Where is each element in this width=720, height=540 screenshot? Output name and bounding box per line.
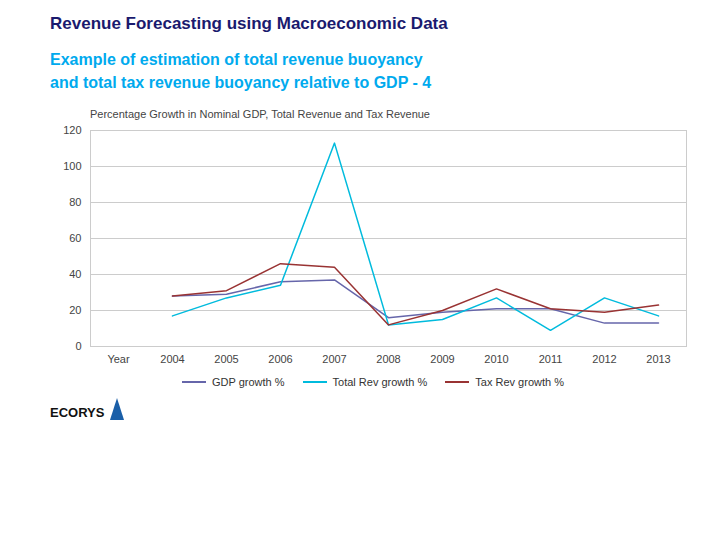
svg-text:2010: 2010 bbox=[484, 354, 508, 366]
svg-text:2009: 2009 bbox=[430, 354, 454, 366]
html-text:Revenue Forecasting using Macr: Revenue Forecasting using Macroeconomic … bbox=[50, 14, 448, 33]
svg-text:40: 40 bbox=[69, 268, 81, 280]
svg-text:2005: 2005 bbox=[214, 354, 238, 366]
svg-text:60: 60 bbox=[69, 232, 81, 244]
svg-text:20: 20 bbox=[69, 304, 81, 316]
svg-text:2006: 2006 bbox=[268, 354, 292, 366]
html-text:Total Rev growth %: Total Rev growth % bbox=[332, 376, 428, 389]
svg-text:2004: 2004 bbox=[160, 354, 184, 366]
svg-text:120: 120 bbox=[63, 124, 81, 136]
html-text:and total tax revenue buoyancy: and total tax revenue buoyancy relative … bbox=[50, 74, 432, 92]
svg-text:2007: 2007 bbox=[322, 354, 346, 366]
svg-text:2012: 2012 bbox=[592, 354, 616, 366]
html-text:GDP growth %: GDP growth % bbox=[212, 376, 285, 389]
svg-text:0: 0 bbox=[75, 340, 81, 352]
svg-text:2013: 2013 bbox=[646, 354, 670, 366]
svg-text:100: 100 bbox=[63, 160, 81, 172]
html-text:ECORYS: ECORYS bbox=[50, 405, 105, 421]
html-text:Tax Rev growth %: Tax Rev growth % bbox=[475, 376, 564, 389]
html-text:Percentage Growth in Nominal G: Percentage Growth in Nominal GDP, Total … bbox=[90, 108, 430, 121]
svg-text:2011: 2011 bbox=[539, 354, 563, 366]
svg-text:2008: 2008 bbox=[376, 354, 400, 366]
svg-text:Year: Year bbox=[107, 354, 130, 366]
html-text:Example of estimation of total: Example of estimation of total revenue b… bbox=[50, 51, 423, 68]
svg-text:80: 80 bbox=[69, 196, 81, 208]
